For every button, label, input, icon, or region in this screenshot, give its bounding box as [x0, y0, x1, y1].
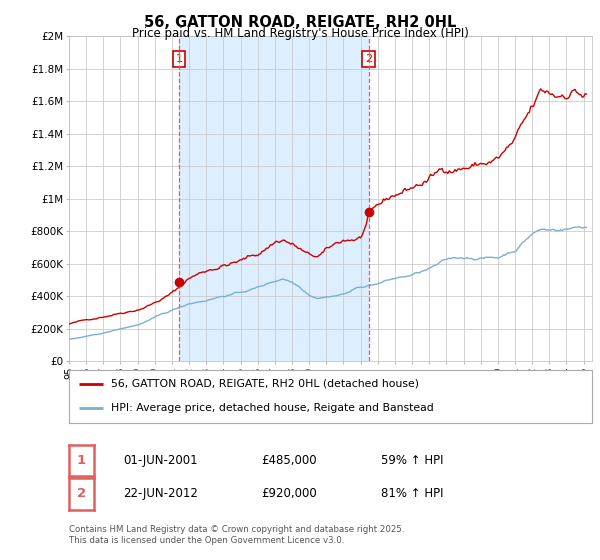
Text: Price paid vs. HM Land Registry's House Price Index (HPI): Price paid vs. HM Land Registry's House … — [131, 27, 469, 40]
Text: Contains HM Land Registry data © Crown copyright and database right 2025.
This d: Contains HM Land Registry data © Crown c… — [69, 525, 404, 545]
Text: 01-JUN-2001: 01-JUN-2001 — [123, 454, 197, 467]
Text: 1: 1 — [77, 454, 86, 467]
Text: HPI: Average price, detached house, Reigate and Banstead: HPI: Average price, detached house, Reig… — [111, 403, 434, 413]
Text: £485,000: £485,000 — [261, 454, 317, 467]
Text: 2: 2 — [77, 487, 86, 501]
Text: 2: 2 — [365, 54, 372, 64]
Text: 81% ↑ HPI: 81% ↑ HPI — [381, 487, 443, 501]
Text: 1: 1 — [176, 54, 182, 64]
Text: 59% ↑ HPI: 59% ↑ HPI — [381, 454, 443, 467]
Text: 56, GATTON ROAD, REIGATE, RH2 0HL (detached house): 56, GATTON ROAD, REIGATE, RH2 0HL (detac… — [111, 379, 419, 389]
Bar — [179, 36, 368, 361]
Text: £920,000: £920,000 — [261, 487, 317, 501]
Text: 56, GATTON ROAD, REIGATE, RH2 0HL: 56, GATTON ROAD, REIGATE, RH2 0HL — [144, 15, 456, 30]
Text: 22-JUN-2012: 22-JUN-2012 — [123, 487, 198, 501]
